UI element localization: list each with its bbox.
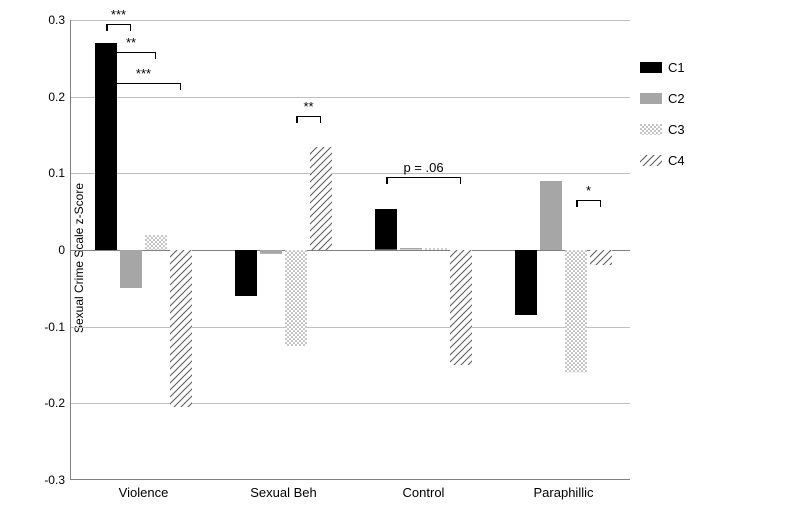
significance-label: ** [303,99,313,114]
bar-C1 [515,250,537,315]
category-label: Paraphillic [534,479,594,500]
y-tick-label: -0.3 [44,473,71,487]
bar-C2 [120,250,142,288]
chart-container: Sexual Crime Scale z-Score -0.3-0.2-0.10… [0,0,800,516]
category-label: Sexual Beh [250,479,317,500]
legend-label: C1 [668,60,685,75]
legend-item-C3: C3 [640,122,790,137]
y-tick-label: 0 [58,243,71,257]
bar-C3 [565,250,587,373]
category-label: Control [403,479,445,500]
zero-axis [71,250,630,251]
gridline [71,97,630,98]
legend-item-C4: C4 [640,153,790,168]
y-tick-label: 0.1 [48,166,71,180]
legend-label: C2 [668,91,685,106]
bar-C2 [540,181,562,250]
legend: C1 C2 C3 C4 [640,60,790,184]
y-tick-label: 0.2 [48,90,71,104]
gridline [71,327,630,328]
bar-C3 [425,248,447,250]
significance-label: p = .06 [403,160,443,175]
significance-label: *** [136,66,151,81]
gridline [71,403,630,404]
significance-label: * [586,183,591,198]
bar-C4 [170,250,192,407]
bar-C1 [235,250,257,296]
legend-label: C4 [668,153,685,168]
legend-item-C1: C1 [640,60,790,75]
legend-item-C2: C2 [640,91,790,106]
significance-label: *** [111,7,126,22]
legend-label: C3 [668,122,685,137]
bar-C3 [145,235,167,250]
legend-swatch [640,93,662,104]
significance-bracket: ** [106,52,156,53]
legend-swatch [640,124,662,135]
significance-bracket: *** [106,83,181,84]
legend-swatch [640,155,662,166]
bar-C4 [310,147,332,251]
bar-C1 [95,43,117,250]
bar-C2 [260,250,282,254]
significance-bracket: *** [106,24,131,25]
bar-C3 [285,250,307,346]
bar-C1 [375,209,397,250]
legend-swatch [640,62,662,73]
y-tick-label: -0.1 [44,320,71,334]
significance-label: ** [126,35,136,50]
bar-C4 [590,250,612,265]
y-tick-label: -0.2 [44,396,71,410]
significance-bracket: * [576,200,601,201]
y-tick-label: 0.3 [48,13,71,27]
significance-bracket: ** [296,116,321,117]
bar-C4 [450,250,472,365]
plot-area: -0.3-0.2-0.100.10.20.3ViolenceSexual Beh… [70,20,630,480]
gridline [71,173,630,174]
bar-C2 [400,248,422,250]
category-label: Violence [119,479,169,500]
significance-bracket: p = .06 [386,177,461,178]
gridline [71,20,630,21]
